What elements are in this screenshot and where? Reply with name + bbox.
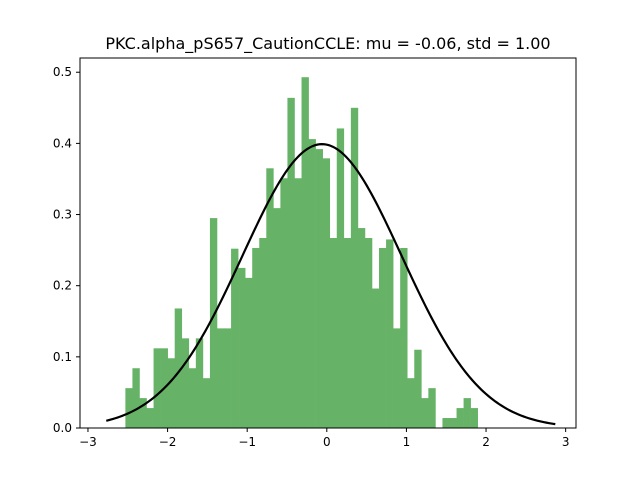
histogram-bar [125,388,133,428]
histogram-bars [125,77,478,429]
normal-fit-curve [105,143,556,426]
y-tick-label: 0.4 [53,136,72,150]
x-tick-label: 0 [323,435,331,449]
y-tick-label: 0.3 [53,208,72,222]
histogram-bar [357,228,366,428]
histogram-bar [449,418,457,428]
histogram-bar [308,139,316,428]
histogram-bar [400,247,408,428]
histogram-bar [181,338,190,428]
y-axis-ticks: 0.0 0.1 0.2 0.3 0.4 0.5 [53,65,80,435]
histogram-bar [224,328,232,428]
histogram-bar [364,238,373,428]
histogram-bar [463,398,471,428]
histogram-bar [414,349,422,428]
histogram-bar [167,358,176,428]
x-tick-label: −2 [159,435,177,449]
histogram-bar [315,149,323,428]
plot-frame [79,57,577,429]
histogram-bar [280,178,288,428]
histogram-bar [322,158,331,428]
histogram-bar [386,239,394,428]
histogram-bar [153,348,161,428]
histogram-bar [294,178,302,428]
histogram-bar [273,208,281,428]
histogram-bar [132,368,140,428]
histogram-bar [231,248,239,428]
histogram-bar [238,267,246,428]
histogram-bar [266,168,274,429]
y-tick-label: 0.0 [53,421,72,435]
x-axis-ticks: −3 −2 −1 0 1 2 3 [79,428,569,449]
histogram-bar [407,378,415,428]
histogram-bar [470,408,478,428]
x-tick-label: 2 [482,435,490,449]
histogram-bar [195,338,204,428]
histogram-bar [301,77,309,429]
x-tick-label: 3 [562,435,570,449]
histogram-bar [428,388,436,428]
x-tick-label: 1 [403,435,411,449]
histogram-bar [343,238,352,428]
x-tick-label: −1 [238,435,256,449]
histogram-bar [393,328,401,428]
histogram-bar [421,398,429,428]
histogram-bar [209,218,218,428]
histogram-bar [139,398,147,428]
histogram-bar [259,238,267,428]
y-tick-label: 0.5 [53,65,72,79]
x-tick-label: −3 [79,435,97,449]
y-tick-label: 0.1 [53,350,72,364]
histogram-bar [287,97,295,428]
chart-title: PKC.alpha_pS657_CautionCCLE: mu = -0.06,… [105,34,550,54]
histogram-bar [252,247,260,428]
histogram-bar [329,238,338,428]
axes [79,57,577,429]
histogram-bar [371,288,380,428]
histogram-bar [350,107,359,428]
histogram-bar [188,368,197,428]
histogram-bar [379,247,387,428]
histogram-bar [216,328,225,428]
histogram-bar [456,408,464,428]
histogram-bar [146,408,154,428]
histogram-bar [245,277,253,428]
histogram-bar [336,128,345,428]
histogram-bar [202,378,211,428]
histogram-bar [174,308,183,428]
y-tick-label: 0.2 [53,279,72,293]
histogram-bar [442,418,450,428]
